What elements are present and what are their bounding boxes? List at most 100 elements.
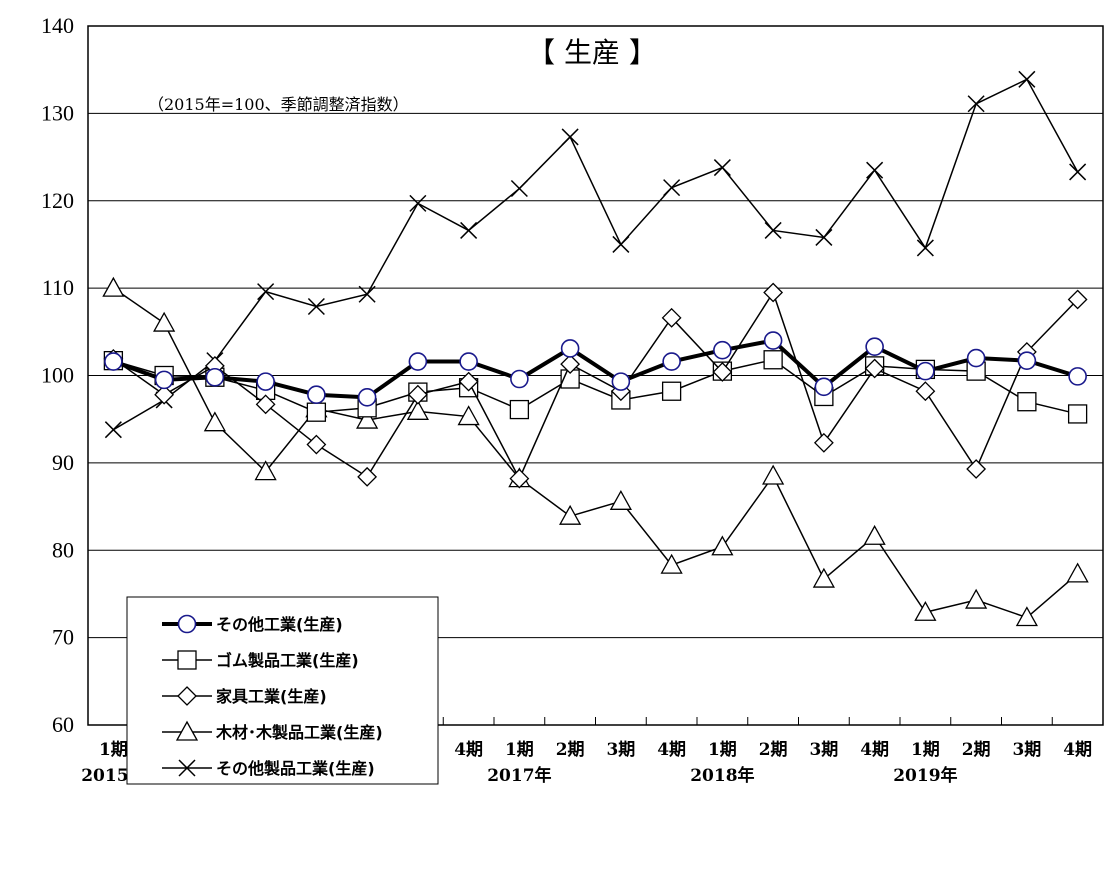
- data-point: [154, 370, 174, 390]
- data-point: [966, 459, 987, 479]
- chart-title: 【 生産 】: [527, 36, 657, 69]
- series-diamond: [103, 282, 1088, 489]
- data-point: [560, 339, 580, 358]
- data-point: [815, 228, 833, 246]
- data-point: [611, 372, 631, 391]
- data-point: [712, 362, 733, 382]
- data-point: [306, 402, 327, 422]
- data-point: [966, 348, 986, 368]
- data-point: [915, 381, 936, 402]
- data-point: [713, 159, 731, 177]
- data-point: [104, 421, 122, 439]
- data-point: [661, 307, 682, 328]
- data-point: [864, 358, 885, 379]
- data-point: [1017, 351, 1037, 370]
- y-tick-label: 80: [52, 537, 74, 562]
- series-triangle: [102, 276, 1089, 627]
- series-circle: [104, 331, 1087, 407]
- chart-subtitle: （2015年=100、季節調整済指数）: [148, 95, 409, 114]
- data-point: [254, 460, 277, 481]
- data-point: [1068, 367, 1087, 386]
- data-point: [178, 759, 196, 777]
- x-tick-label: 2期: [962, 740, 991, 760]
- data-point: [153, 311, 176, 332]
- data-point: [175, 720, 199, 741]
- data-point: [916, 239, 934, 257]
- y-tick-label: 130: [41, 100, 74, 125]
- x-year-label: 2019年: [893, 765, 957, 786]
- data-point: [1069, 163, 1087, 181]
- data-point: [458, 371, 479, 392]
- legend-label: その他製品工業(生産): [216, 759, 375, 778]
- data-point: [662, 352, 681, 371]
- x-tick-label: 4期: [860, 740, 889, 760]
- legend-label: 家具工業(生産): [216, 687, 327, 706]
- x-tick-label: 4期: [454, 740, 483, 760]
- x-tick-label: 1期: [505, 740, 534, 760]
- data-point: [967, 95, 985, 113]
- data-point: [177, 614, 197, 634]
- x-tick-label: 1期: [911, 740, 940, 760]
- data-point: [255, 394, 276, 415]
- legend-label: ゴム製品工業(生産): [216, 651, 359, 670]
- data-point: [559, 504, 582, 525]
- data-point: [916, 361, 935, 381]
- x-year-label: 2017年: [487, 765, 551, 786]
- y-tick-label: 110: [42, 275, 74, 300]
- data-point: [356, 408, 379, 429]
- data-point: [713, 340, 732, 360]
- data-point: [763, 331, 783, 350]
- data-point: [1015, 606, 1038, 627]
- y-tick-label: 120: [41, 188, 74, 213]
- data-point: [813, 432, 834, 453]
- x-tick-label: 4期: [657, 740, 686, 760]
- data-point: [460, 221, 478, 239]
- data-point: [203, 411, 226, 432]
- data-point: [257, 283, 275, 301]
- data-point: [1067, 404, 1088, 424]
- data-point: [406, 399, 429, 420]
- x-tick-label: 1期: [99, 740, 128, 760]
- data-point: [510, 179, 528, 198]
- x-tick-label: 3期: [1012, 740, 1041, 760]
- x-tick-label: 2期: [759, 740, 788, 760]
- data-point: [409, 194, 427, 212]
- legend-label: 木材･木製品工業(生産): [215, 723, 383, 742]
- x-tick-label: 3期: [809, 740, 838, 760]
- data-point: [357, 466, 378, 487]
- y-tick-label: 140: [41, 13, 74, 38]
- data-point: [863, 524, 886, 545]
- data-point: [306, 434, 327, 455]
- data-point: [1017, 392, 1037, 412]
- data-point: [408, 352, 428, 371]
- data-point: [914, 600, 937, 621]
- data-point: [866, 161, 884, 179]
- x-tick-label: 4期: [1063, 740, 1092, 760]
- series-line: [112, 78, 1079, 431]
- data-point: [177, 650, 197, 670]
- series-group: [102, 70, 1089, 627]
- data-point: [1066, 562, 1089, 583]
- data-point: [256, 372, 275, 391]
- data-point: [407, 384, 428, 405]
- y-tick-label: 90: [52, 450, 74, 475]
- data-point: [358, 285, 376, 303]
- x-tick-label: 1期: [708, 740, 737, 760]
- data-point: [177, 686, 197, 706]
- data-point: [812, 567, 835, 588]
- legend: その他工業(生産) ゴム製品工業(生産) 家具工業(生産) 木材･木製品工業(生産) そ…: [126, 596, 439, 785]
- data-point: [307, 385, 326, 405]
- data-point: [457, 405, 480, 426]
- data-point: [510, 369, 529, 389]
- data-point: [763, 350, 783, 370]
- series-line: [112, 290, 1079, 481]
- data-point: [612, 235, 630, 253]
- data-point: [609, 489, 632, 510]
- data-point: [865, 337, 884, 356]
- y-tick-label: 100: [41, 363, 74, 388]
- data-point: [661, 381, 682, 401]
- data-point: [965, 588, 988, 609]
- data-point: [660, 553, 683, 574]
- data-point: [560, 354, 581, 375]
